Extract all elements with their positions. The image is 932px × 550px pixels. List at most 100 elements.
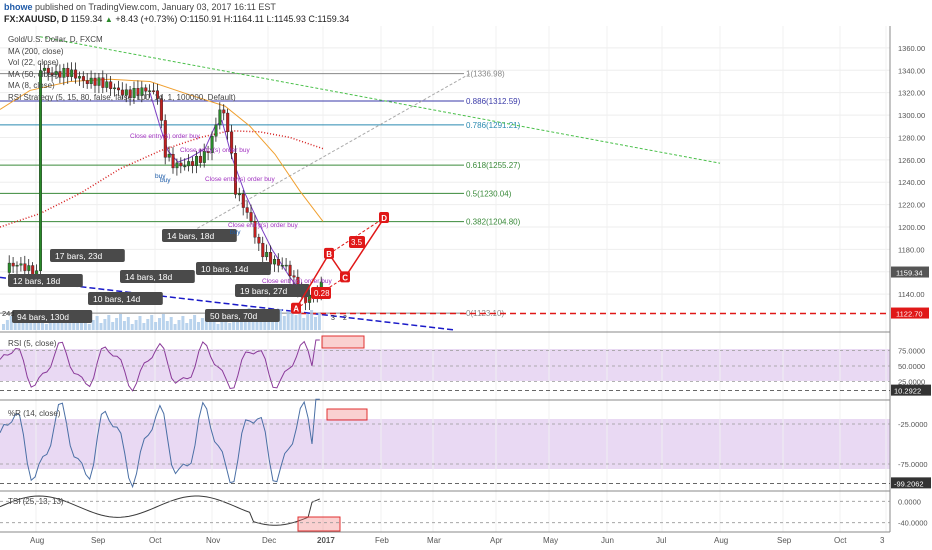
legend-item[interactable]: Gold/U.S. Dollar, D, FXCM xyxy=(8,35,103,44)
candle-body xyxy=(120,89,124,96)
indicator-last-label: 10.2922 xyxy=(894,387,921,396)
fib-label: 0.382(1204.80) xyxy=(466,218,521,227)
volume-bar xyxy=(169,317,173,330)
price-axis[interactable]: 1360.00 1340.00 1320.00 1300.00 1280.00 1260.… xyxy=(0,44,931,528)
volume-bar xyxy=(41,317,44,330)
strategy-label: buy xyxy=(230,229,241,236)
ma200-line xyxy=(0,129,324,228)
bar-count-box xyxy=(50,249,125,262)
bar-count-label: 14 bars, 18d xyxy=(167,231,215,241)
volume-bar xyxy=(107,315,111,330)
price-tick: 1280.00 xyxy=(898,133,925,142)
time-tick: Feb xyxy=(375,536,389,545)
candle-body xyxy=(105,81,109,88)
price-tick: 1200.00 xyxy=(898,223,925,232)
volume-bar xyxy=(48,320,52,330)
volume-bar xyxy=(271,317,275,330)
strategy-label: Close entry(s) order buy xyxy=(130,133,200,140)
ohlc-values: O:1150.91 H:1164.11 L:1145.93 C:1159.34 xyxy=(179,14,350,24)
indicator-last-box xyxy=(891,477,931,489)
fib-label: 0.5(1230.04) xyxy=(466,189,512,198)
candle-body xyxy=(167,153,171,158)
candle-body xyxy=(124,89,128,96)
volume-bar xyxy=(130,324,134,330)
abcd-path xyxy=(295,217,385,310)
volume-bar xyxy=(197,322,200,330)
indicator-tick: 50.0000 xyxy=(898,362,925,371)
time-tick: Sep xyxy=(91,536,106,545)
volume-bar xyxy=(165,321,169,330)
author-name[interactable]: bhowe xyxy=(4,2,33,12)
volume-bar xyxy=(146,319,150,330)
indicator-line xyxy=(0,495,320,526)
candle-body xyxy=(42,67,46,71)
volume-bar xyxy=(259,318,263,330)
legend-item[interactable]: MA (200, close) xyxy=(8,46,64,56)
time-axis[interactable]: Aug Sep Oct Nov Dec 2017 Feb Mar Apr May Jun Jul Aug… xyxy=(30,536,885,545)
price-tick: 1360.00 xyxy=(898,44,925,53)
price-tick: 1140.00 xyxy=(898,290,925,299)
volume-bar xyxy=(13,323,17,330)
legend-item[interactable]: MA (8, close) xyxy=(8,81,55,90)
volume-bar xyxy=(294,315,298,330)
strategy-label: Close entry(s) order buy xyxy=(205,176,275,183)
fib-label: 0.618(1255.27) xyxy=(466,161,521,170)
strategy-label: buy xyxy=(155,173,166,180)
volume-bar xyxy=(302,318,306,330)
candle-body xyxy=(284,264,288,267)
time-tick: Jul xyxy=(656,536,666,545)
time-tick: Jun xyxy=(601,536,614,545)
candle-body xyxy=(109,81,113,90)
volume-bar xyxy=(282,316,286,330)
candle-body xyxy=(132,88,136,98)
candle-body xyxy=(54,71,58,76)
bar-count-label: 14 bars, 18d xyxy=(125,272,173,282)
volume-bar xyxy=(317,313,321,330)
support-price-box xyxy=(891,307,929,319)
volume-bar xyxy=(310,310,314,330)
candle-body xyxy=(218,109,222,126)
ratio-label: 3.5 xyxy=(351,238,363,247)
fib-label: 0.786(1291.21) xyxy=(466,121,521,130)
last-price-label: 1159.34 xyxy=(896,269,923,278)
bar-count-box xyxy=(120,270,195,283)
abcd-point-label: B xyxy=(326,250,332,259)
abcd-point-box xyxy=(291,302,301,314)
volume-bar xyxy=(5,320,9,330)
volume-bar xyxy=(29,318,33,330)
candles xyxy=(7,61,323,311)
candle-body xyxy=(202,150,206,163)
candle-body xyxy=(11,262,15,267)
volume-bar xyxy=(189,319,193,330)
symbol-label[interactable]: FX:XAUUSD, D xyxy=(4,14,69,24)
candle-body xyxy=(245,207,249,213)
legend-item[interactable]: Vol (22, close) xyxy=(8,58,59,67)
time-tick: Aug xyxy=(714,536,728,545)
indicator-tick: -75.0000 xyxy=(898,460,928,469)
candle-body xyxy=(187,161,191,167)
price-tick: 1300.00 xyxy=(898,111,925,120)
candle-body xyxy=(280,264,284,267)
volume-bar xyxy=(56,323,60,330)
legend-item[interactable]: MA (50, close) xyxy=(8,69,60,79)
fib-baseline xyxy=(179,73,471,239)
time-tick: Oct xyxy=(149,536,162,545)
highlight-box xyxy=(297,516,341,532)
abcd-ratio-line xyxy=(328,217,385,255)
bar-count-box xyxy=(196,262,271,275)
abcd-point-box xyxy=(324,247,334,259)
indicator-tick: -25.0000 xyxy=(898,420,928,429)
candle-body xyxy=(7,262,11,273)
candle-body xyxy=(85,80,89,84)
legend-item[interactable]: RSI Strategy (5, 15, 80, false, false, 1… xyxy=(8,92,236,102)
time-tick: May xyxy=(543,536,558,545)
volume-bar xyxy=(290,308,294,330)
grid xyxy=(0,26,890,532)
candle-body xyxy=(206,150,210,153)
indicator-last-label: -99.2062 xyxy=(894,479,924,488)
indicator-tick: 75.0000 xyxy=(898,347,925,356)
chart-legend: Gold/U.S. Dollar, D, FXCM MA (200, close)… xyxy=(8,34,236,103)
bar-count-label: 12 bars, 18d xyxy=(13,276,61,286)
volume-bar xyxy=(224,316,228,330)
